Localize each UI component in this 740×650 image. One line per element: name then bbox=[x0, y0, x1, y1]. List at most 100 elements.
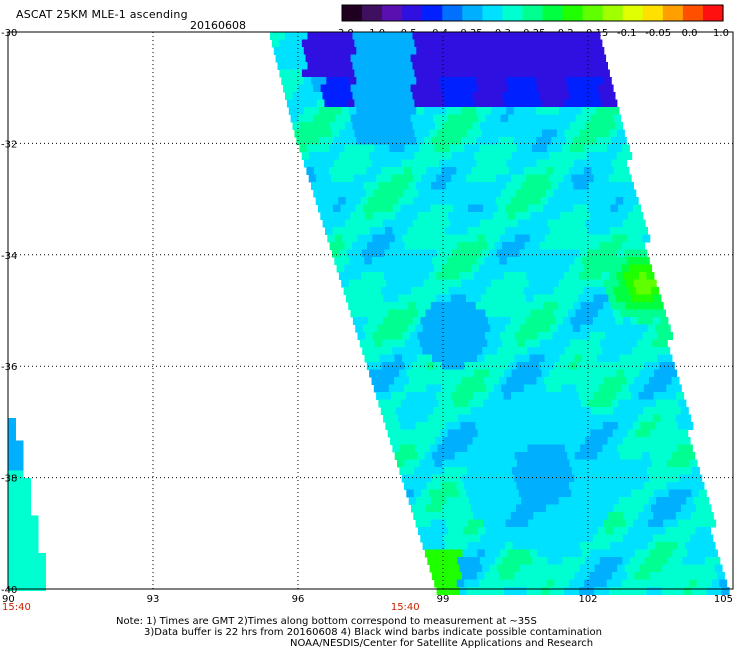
swath-cell bbox=[601, 129, 610, 138]
swath-cell bbox=[473, 489, 482, 498]
swath-cell bbox=[584, 459, 593, 468]
swath-cell bbox=[395, 54, 404, 63]
swath-cell bbox=[568, 54, 577, 63]
swath-cell bbox=[474, 347, 483, 355]
swath-cell bbox=[546, 362, 555, 370]
swath-cell bbox=[331, 129, 340, 138]
swath-cell bbox=[511, 369, 520, 378]
swath-cell bbox=[513, 137, 522, 145]
swath-cell bbox=[502, 317, 511, 325]
swath-cell bbox=[346, 249, 355, 258]
swath-cell bbox=[687, 549, 696, 558]
swath-cell bbox=[450, 414, 459, 423]
swath-cell bbox=[719, 579, 728, 588]
swath-cell bbox=[456, 167, 465, 175]
swath-cell bbox=[528, 204, 536, 213]
swath-cell bbox=[390, 197, 399, 205]
swath-cell bbox=[608, 272, 617, 280]
swath-cell bbox=[543, 519, 552, 528]
swath-cell bbox=[593, 489, 602, 498]
swath-cell bbox=[629, 362, 638, 370]
swath-cell bbox=[447, 549, 456, 558]
swath-cell bbox=[500, 332, 508, 340]
swath-cell bbox=[510, 414, 519, 423]
swath-cell bbox=[654, 564, 663, 573]
swath-cell bbox=[476, 497, 485, 505]
swath-cell bbox=[489, 587, 498, 595]
swath-cell bbox=[298, 54, 307, 63]
swath-cell bbox=[626, 257, 635, 265]
swath-cell bbox=[479, 482, 487, 490]
swath-cell bbox=[564, 129, 573, 138]
swath-cell bbox=[490, 399, 499, 408]
swath-cell bbox=[599, 242, 608, 250]
swath-cell bbox=[480, 62, 488, 70]
swath-cell bbox=[586, 467, 595, 475]
swath-cell bbox=[403, 189, 412, 198]
swath-cell bbox=[542, 564, 551, 573]
swath-cell bbox=[445, 227, 453, 235]
swath-cell bbox=[677, 444, 686, 453]
swath-cell bbox=[508, 114, 517, 123]
swath-cell bbox=[376, 39, 385, 48]
swath-cell bbox=[512, 347, 521, 355]
swath-cell bbox=[394, 377, 402, 385]
swath-cell bbox=[432, 332, 441, 340]
swath-cell bbox=[394, 452, 403, 460]
swath-cell bbox=[551, 257, 560, 265]
swath-cell bbox=[630, 414, 639, 423]
swath-cell bbox=[397, 339, 406, 348]
swath-cell bbox=[431, 47, 440, 55]
swath-cell bbox=[535, 519, 544, 528]
swath-cell bbox=[603, 204, 611, 213]
swath-cell bbox=[655, 519, 664, 528]
swath-cell bbox=[366, 287, 375, 295]
swath-cell bbox=[643, 309, 651, 318]
swath-cell bbox=[451, 69, 460, 78]
swath-cell bbox=[482, 444, 491, 453]
swath-cell bbox=[379, 234, 388, 243]
swath-cell bbox=[581, 497, 590, 505]
swath-cell bbox=[496, 152, 505, 160]
swath-cell bbox=[341, 182, 349, 190]
swath-cell bbox=[325, 204, 334, 213]
longitude-label: 105 bbox=[714, 594, 733, 605]
swath-cell bbox=[571, 587, 580, 595]
swath-cell bbox=[541, 152, 550, 160]
swath-cell bbox=[526, 129, 535, 138]
swath-cell bbox=[556, 99, 565, 108]
swath-cell bbox=[516, 384, 525, 393]
swath-cell bbox=[577, 32, 586, 40]
swath-cell bbox=[612, 212, 621, 220]
swath-cell bbox=[388, 384, 397, 393]
swath-cell bbox=[546, 264, 555, 273]
swath-cell bbox=[467, 542, 476, 550]
swath-cell bbox=[495, 62, 503, 70]
swath-cell bbox=[642, 332, 651, 340]
swath-cell bbox=[610, 399, 619, 408]
swath-cell bbox=[607, 534, 616, 543]
swath-cell bbox=[425, 429, 434, 438]
swath-cell bbox=[534, 369, 543, 378]
swath-cell bbox=[656, 572, 665, 580]
swath-cell bbox=[566, 257, 575, 265]
swath-cell bbox=[542, 542, 551, 550]
swath-cell bbox=[550, 422, 559, 430]
swath-cell bbox=[469, 474, 478, 483]
swath-cell bbox=[468, 519, 477, 528]
swath-cell bbox=[705, 512, 714, 520]
swath-cell bbox=[507, 452, 516, 460]
swath-cell bbox=[533, 512, 542, 520]
swath-cell bbox=[465, 414, 474, 423]
swath-cell bbox=[420, 534, 429, 543]
swath-cell bbox=[429, 39, 438, 48]
swath-cell bbox=[594, 39, 603, 48]
swath-cell bbox=[351, 287, 360, 295]
swath-cell bbox=[416, 279, 425, 288]
swath-cell bbox=[522, 212, 531, 220]
swath-cell bbox=[438, 204, 446, 213]
swath-cell bbox=[520, 542, 529, 550]
swath-cell bbox=[493, 527, 501, 535]
swath-cell bbox=[430, 324, 439, 333]
swath-cell bbox=[558, 279, 567, 288]
